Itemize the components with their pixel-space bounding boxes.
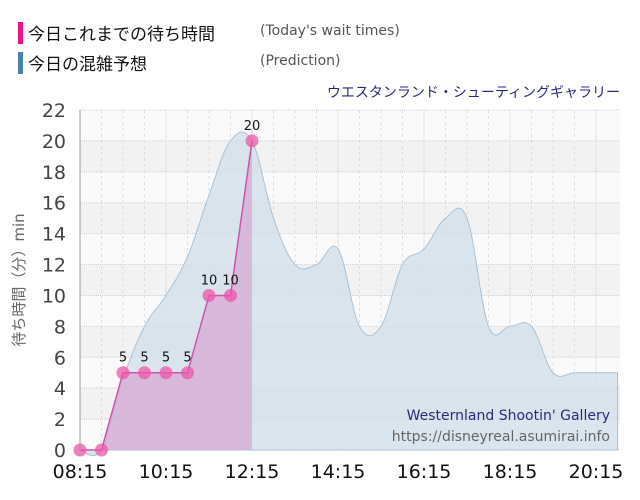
x-tick-label: 08:15 [53, 461, 108, 483]
y-tick-label: 20 [42, 131, 66, 153]
data-point-marker [202, 288, 216, 302]
x-tick-label: 14:15 [311, 461, 366, 483]
x-tick-label: 10:15 [139, 461, 194, 483]
y-tick-label: 8 [54, 316, 66, 338]
data-point-marker [95, 443, 108, 457]
y-tick-label: 2 [54, 409, 66, 431]
data-point-marker [224, 288, 237, 302]
y-tick-label: 22 [42, 100, 66, 122]
credit-attraction-name: Westernland Shootin' Gallery [407, 408, 610, 424]
legend-label-en: (Prediction) [260, 53, 341, 69]
y-tick-label: 4 [54, 378, 66, 400]
data-point-marker [181, 366, 194, 380]
x-tick-label: 12:15 [225, 461, 280, 483]
y-tick-label: 14 [42, 224, 66, 246]
y-tick-label: 16 [42, 193, 66, 215]
data-point-label: 10 [222, 273, 239, 288]
y-tick-label: 6 [54, 347, 66, 369]
x-tick-label: 18:15 [483, 461, 538, 483]
data-point-label: 5 [119, 351, 127, 366]
data-point-label: 20 [244, 119, 261, 134]
data-point-label: 10 [201, 273, 218, 288]
y-tick-label: 12 [42, 255, 66, 277]
today-wait-markers [73, 134, 259, 457]
legend-label-jp: 今日の混雑予想 [28, 55, 147, 75]
attraction-title: ウエスタンランド・シューティングギャラリー [326, 85, 620, 101]
data-point-label: 5 [140, 351, 148, 366]
credit-url: https://disneyreal.asumirai.info [392, 429, 610, 445]
y-tick-label: 10 [42, 285, 66, 307]
data-point-marker [245, 134, 259, 148]
y-axis-ticks: 0 2 4 6 8 10 12 14 16 18 20 22 [42, 100, 66, 462]
data-point-marker [159, 366, 173, 380]
legend-swatch-prediction [18, 52, 23, 74]
y-tick-label: 18 [42, 162, 66, 184]
legend-label-jp: 今日これまでの待ち時間 [28, 25, 215, 45]
legend-label-en: (Today's wait times) [260, 23, 400, 39]
data-point-marker [116, 366, 130, 380]
data-point-label: 5 [183, 351, 191, 366]
x-tick-label: 20:15 [569, 461, 624, 483]
data-point-marker [138, 366, 151, 380]
legend-swatch-today [18, 22, 23, 44]
y-tick-label: 0 [54, 440, 66, 462]
x-tick-label: 16:15 [397, 461, 452, 483]
x-axis-ticks: 08:15 10:15 12:15 14:15 16:15 18:15 20:15 [53, 461, 624, 483]
y-axis-label: 待ち時間（分）min [10, 213, 28, 346]
data-point-label: 5 [162, 351, 170, 366]
